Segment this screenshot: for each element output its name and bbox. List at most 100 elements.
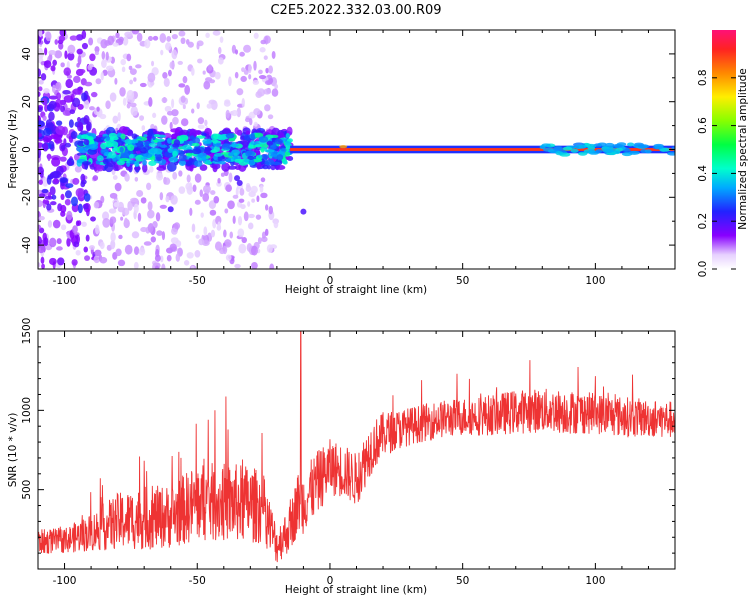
spectrogram-cell <box>218 160 226 165</box>
spectrogram-cell <box>178 154 187 162</box>
spectrogram-cell <box>164 105 172 112</box>
spectrogram-cell <box>53 177 59 184</box>
spectrogram-cell <box>67 44 76 54</box>
spectrogram-cell <box>154 265 160 269</box>
spectrogram-cell <box>48 49 56 55</box>
spectrogram-cell <box>258 69 263 75</box>
spectrogram-cell <box>109 92 117 102</box>
spectrogram-cell <box>552 146 563 151</box>
spectrogram-cell <box>221 128 232 135</box>
spectrogram-cell <box>109 216 117 224</box>
snr-line <box>38 331 675 563</box>
spectrogram-cell <box>144 38 151 49</box>
spectrogram-cell <box>195 130 202 136</box>
spectrogram-cell <box>225 158 232 163</box>
spectrogram-cell <box>43 127 52 136</box>
spectrogram-cell <box>191 223 196 233</box>
spectrogram-cell <box>175 253 181 262</box>
spectrogram-cell <box>76 62 80 68</box>
spectrogram-cell <box>208 200 217 209</box>
spectrogram-cell <box>283 160 288 165</box>
spectrogram-cell <box>186 174 191 183</box>
spectrogram-cell <box>191 148 202 155</box>
spectrogram-cell <box>169 243 177 252</box>
spectrogram-cell <box>196 42 200 50</box>
spectrogram-cell <box>251 261 258 269</box>
spectrogram-cell <box>54 39 59 45</box>
spectrogram-cell <box>122 36 129 46</box>
spectrogram-cell <box>613 150 621 155</box>
spectrogram-cell <box>95 160 101 165</box>
spectrogram-cell <box>264 204 269 211</box>
spectrogram-cell <box>66 160 72 166</box>
spectrogram-cell <box>203 226 208 236</box>
spectrogram-cell <box>47 153 51 162</box>
spectrogram-cell <box>68 119 74 128</box>
spectrogram-cell <box>77 140 86 147</box>
spectrogram-panel: -100 -50 0 50 100 -40 -20 0 20 40 Height of stra… <box>7 29 676 296</box>
spectrogram-cell <box>111 141 119 148</box>
spectrogram-cell <box>124 173 130 182</box>
spectrogram-cell <box>38 47 43 53</box>
spectrogram-cell <box>153 148 163 155</box>
spectrogram-cell <box>196 102 200 110</box>
spectrogram-cell <box>235 186 239 197</box>
spectrogram-cell <box>225 109 230 119</box>
spectrogram-cell <box>115 32 120 39</box>
spectrogram-cell <box>190 265 195 269</box>
spectrogram-cell <box>110 232 116 242</box>
spectrogram-cell <box>171 49 178 60</box>
spectrogram-cell <box>126 129 134 137</box>
spectrogram-cell <box>238 243 247 254</box>
spectrogram-cell <box>192 184 197 193</box>
spectrogram-cell <box>555 151 564 156</box>
spectrogram-cell <box>175 240 182 248</box>
spectrogram-cell <box>89 245 95 250</box>
carrier-line <box>290 148 675 151</box>
spectrogram-cell <box>259 47 266 53</box>
spectrogram-cell <box>202 138 213 144</box>
spectrogram-cell <box>49 237 57 248</box>
spectrogram-cell <box>138 247 146 256</box>
spectrogram-cell <box>216 181 222 187</box>
colorbar-ticks: 0.0 0.2 0.4 0.6 0.8 <box>697 69 736 277</box>
spectrogram-cell <box>185 152 193 157</box>
spectrogram-cell <box>77 220 82 226</box>
spectrogram-cell <box>248 213 255 219</box>
spectrogram-cell <box>60 224 67 231</box>
spectrogram-cell <box>203 80 211 90</box>
spectrogram-cell <box>90 91 98 98</box>
spectrogram-cell <box>126 89 135 100</box>
colorbar-tick-label: 0.4 <box>697 165 709 182</box>
spectrogram-cell <box>628 150 640 155</box>
spectrogram-cell <box>93 255 101 264</box>
spectrogram-cell <box>120 58 127 66</box>
spectrogram-cell <box>131 231 140 239</box>
spectrogram-cell <box>113 202 120 208</box>
spectrogram-cell <box>263 55 268 60</box>
spectrogram-cell <box>134 176 139 182</box>
spectrogram-cell <box>184 84 191 95</box>
y-tick-label: 20 <box>21 95 33 108</box>
spectrogram-cell <box>159 192 164 201</box>
spectrogram-cell <box>257 88 266 97</box>
spectrogram-cell <box>213 196 220 204</box>
spectrogram-cell <box>249 118 253 126</box>
spectrogram-cell <box>208 99 217 105</box>
spectrogram-cell <box>209 209 217 216</box>
spectrogram-cell <box>38 148 42 159</box>
spectrogram-cell <box>578 151 588 156</box>
y-tick-label: 1000 <box>21 397 33 424</box>
spectrogram-cell <box>231 109 238 117</box>
spectrogram-cell <box>154 254 161 262</box>
spectrogram-cell <box>66 210 73 221</box>
spectrogram-cell <box>247 155 254 160</box>
spectrogram-cell <box>188 157 194 163</box>
spectrogram-cell <box>112 115 119 124</box>
spectrogram-cell <box>239 51 245 57</box>
spectrogram-cell <box>38 91 41 97</box>
spectrogram-cell <box>263 154 269 160</box>
spectrogram-cell <box>234 127 239 135</box>
spectrogram-cell <box>205 159 212 165</box>
